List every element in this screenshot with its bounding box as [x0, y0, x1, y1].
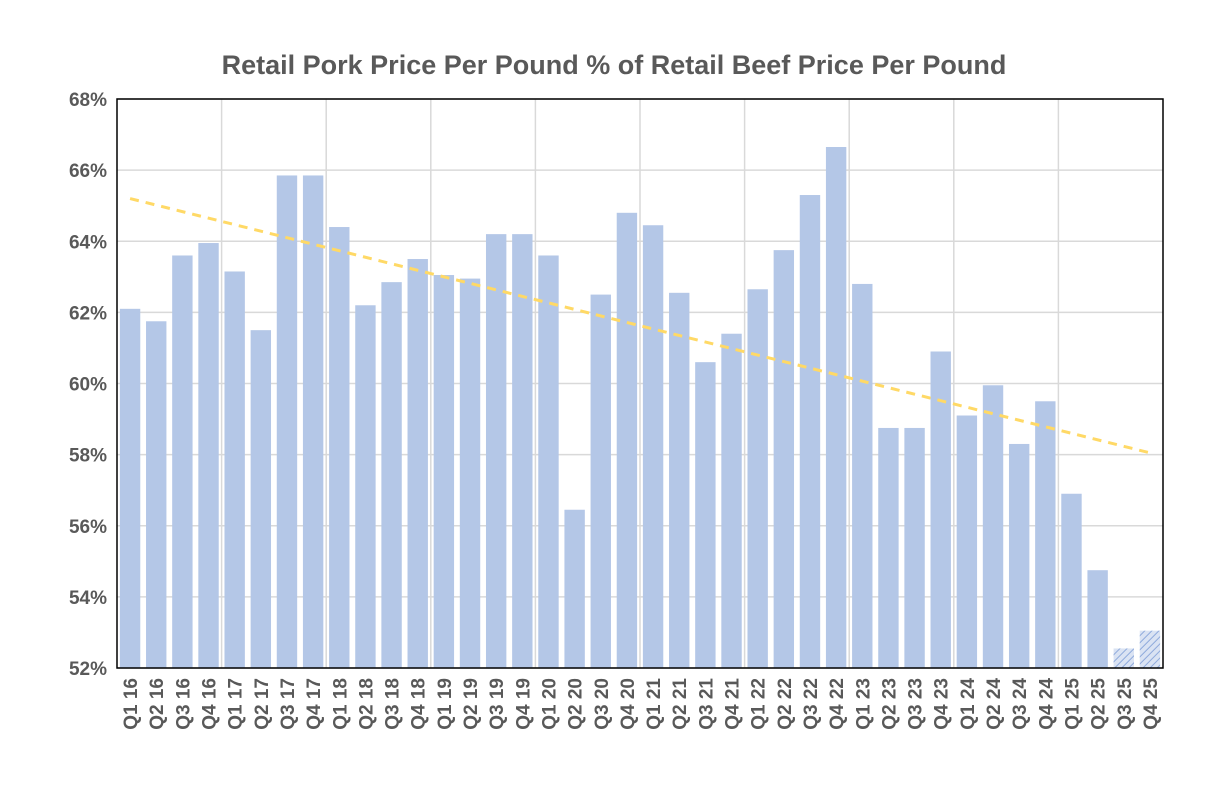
x-tick-label: Q3 20 — [592, 678, 613, 730]
plot-border — [116, 98, 1164, 669]
x-tick-label: Q1 20 — [539, 678, 560, 730]
bar-q1-20 — [538, 255, 559, 668]
x-tick-label: Q2 18 — [356, 678, 377, 730]
bar-q1-24 — [956, 415, 978, 668]
bar-q4-20 — [616, 212, 638, 669]
x-tick-label: Q4 17 — [304, 678, 325, 730]
bar-q2-21 — [669, 292, 690, 668]
x-tick-label: Q1 17 — [226, 678, 247, 730]
y-tick-label: 54% — [69, 588, 107, 609]
bar-q4-16 — [198, 243, 219, 668]
x-tick-label: Q2 20 — [566, 678, 587, 730]
bar-q4-24 — [1035, 401, 1056, 668]
x-tick-label: Q4 22 — [827, 678, 848, 730]
bar-q4-23 — [930, 351, 951, 668]
x-tick-label: Q2 16 — [147, 678, 168, 730]
bar-q3-16 — [172, 255, 193, 668]
bar-q3-20 — [590, 294, 611, 668]
x-tick-label: Q2 19 — [461, 678, 482, 730]
x-tick-label: Q4 24 — [1036, 678, 1057, 730]
bar-q4-22 — [825, 147, 847, 668]
x-tick-label: Q2 24 — [984, 678, 1005, 730]
x-tick-label: Q4 19 — [513, 678, 534, 730]
bar-q2-17 — [250, 330, 272, 668]
y-tick-label: 52% — [69, 659, 107, 680]
y-tick-label: 58% — [69, 446, 107, 467]
bar-q3-22 — [799, 195, 821, 669]
bar-q1-23 — [852, 283, 873, 668]
y-tick-labels: 52% 54% 56% 58% 60% 62% 64% 66% 68% — [69, 90, 107, 680]
x-tick-label: Q4 25 — [1141, 678, 1162, 730]
bar-q2-19 — [459, 278, 481, 668]
x-tick-label: Q3 19 — [487, 678, 508, 730]
x-tick-label: Q1 23 — [853, 678, 874, 730]
bar-layer — [119, 147, 1161, 669]
bar-q3-18 — [381, 282, 402, 668]
y-tick-label: 60% — [69, 375, 107, 396]
bar-q1-17 — [224, 271, 245, 668]
x-tick-label: Q1 16 — [121, 678, 142, 730]
x-tick-label: Q3 23 — [906, 678, 927, 730]
x-tick-label: Q4 20 — [618, 678, 639, 730]
bar-q3-23 — [904, 427, 925, 668]
bar-q2-16 — [146, 321, 167, 668]
bar-q3-24 — [1008, 443, 1030, 668]
x-tick-label: Q2 23 — [879, 678, 900, 730]
x-tick-label: Q3 16 — [173, 678, 194, 730]
x-tick-label: Q3 17 — [278, 678, 299, 730]
x-tick-label: Q4 23 — [932, 678, 953, 730]
x-tick-label: Q3 18 — [383, 678, 404, 730]
bar-q2-20 — [564, 509, 585, 668]
x-tick-label: Q3 25 — [1115, 678, 1136, 730]
x-tick-label: Q1 18 — [330, 678, 351, 730]
x-tick-label: Q3 24 — [1010, 678, 1031, 730]
bar-q3-19 — [485, 234, 507, 668]
x-tick-label: Q1 24 — [958, 678, 979, 730]
bar-q1-18 — [329, 227, 350, 668]
x-tick-label: Q3 22 — [801, 678, 822, 730]
y-tick-label: 68% — [69, 90, 107, 111]
y-tick-label: 66% — [69, 161, 107, 182]
chart-title: Retail Pork Price Per Pound % of Retail … — [221, 50, 1007, 80]
x-tick-label: Q4 21 — [723, 678, 744, 730]
axis-layer — [116, 98, 1164, 669]
y-tick-label: 56% — [69, 517, 107, 538]
x-tick-label: Q1 19 — [435, 678, 456, 730]
bar-q3-21 — [695, 362, 716, 668]
y-tick-label: 62% — [69, 303, 107, 324]
bar-q4-17 — [302, 175, 324, 668]
bar-q2-18 — [355, 305, 376, 668]
bar-q3-25 — [1113, 648, 1134, 668]
x-tick-label: Q2 21 — [670, 678, 691, 730]
x-tick-label: Q1 21 — [644, 678, 665, 730]
x-tick-label: Q2 22 — [775, 678, 796, 730]
bar-q2-23 — [878, 427, 899, 668]
x-tick-label: Q1 25 — [1062, 678, 1083, 730]
bar-q4-21 — [721, 333, 742, 668]
bar-q4-18 — [407, 259, 428, 668]
bar-q1-21 — [642, 225, 664, 668]
x-tick-label: Q1 22 — [749, 678, 770, 730]
bar-q4-25 — [1139, 630, 1161, 668]
x-tick-labels: Q1 16 Q2 16 Q3 16 Q4 16 Q1 17 Q2 17 Q3 17 Q4 17… — [121, 678, 1162, 730]
bar-q3-17 — [276, 175, 298, 668]
bar-q2-24 — [982, 385, 1004, 668]
x-tick-label: Q4 16 — [200, 678, 221, 730]
bar-q2-25 — [1087, 570, 1108, 668]
x-tick-label: Q4 18 — [409, 678, 430, 730]
bar-q4-19 — [512, 234, 533, 668]
x-tick-label: Q2 17 — [252, 678, 273, 730]
grid-layer — [117, 98, 1163, 669]
bar-q1-25 — [1061, 493, 1082, 668]
y-tick-label: 64% — [69, 232, 107, 253]
bar-q1-16 — [119, 308, 141, 668]
x-tick-label: Q3 21 — [696, 678, 717, 730]
bar-q1-22 — [747, 289, 768, 668]
bar-q2-22 — [773, 250, 795, 668]
x-tick-label: Q2 25 — [1089, 678, 1110, 730]
bar-q1-19 — [433, 275, 455, 668]
